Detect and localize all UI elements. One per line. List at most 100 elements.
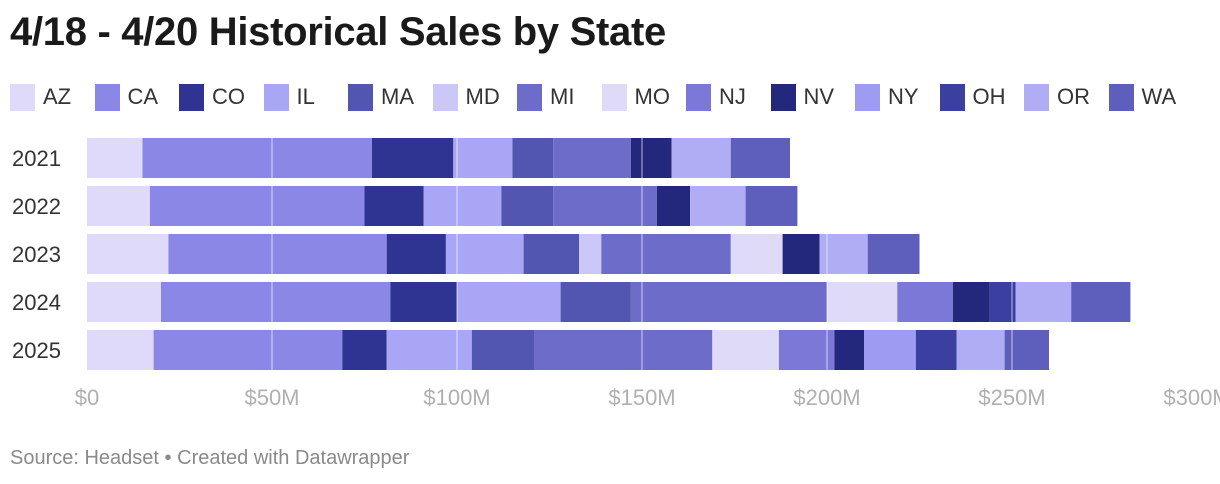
legend-label-nv: NV <box>803 84 835 109</box>
bar-2024-co <box>390 282 457 322</box>
bar-2021-ma <box>512 138 554 178</box>
chart-title: 4/18 - 4/20 Historical Sales by State <box>10 10 666 54</box>
legend-swatch-ca <box>94 83 120 111</box>
bar-2022-mi <box>553 186 657 226</box>
year-label-2024: 2024 <box>12 290 61 315</box>
year-label-2023: 2023 <box>12 242 61 267</box>
legend-item-wa: WA <box>1108 82 1177 112</box>
legend-label-co: CO <box>212 84 245 109</box>
legend-item-ca: CA <box>94 82 159 112</box>
bar-2024-oh <box>989 282 1016 322</box>
x-tick-label-250: $250M <box>978 385 1045 410</box>
legend-label-ma: MA <box>381 84 414 109</box>
legend-item-nj: NJ <box>686 82 746 112</box>
bar-2024-nv <box>952 282 990 322</box>
legend-swatch-oh <box>939 83 965 111</box>
bar-2021-ca <box>142 138 372 178</box>
bar-2024-wa <box>1071 282 1131 322</box>
legend-item-nv: NV <box>770 82 835 112</box>
bar-2023-mo <box>730 234 783 274</box>
bar-2025-mi <box>534 330 713 370</box>
bar-2024-il <box>457 282 561 322</box>
bar-2021-or <box>671 138 731 178</box>
bar-2025-ca <box>153 330 343 370</box>
legend-item-or: OR <box>1024 82 1090 112</box>
legend-item-co: CO <box>179 82 245 112</box>
bar-2025-mo <box>712 330 779 370</box>
bar-2023-ca <box>168 234 387 274</box>
legend-label-mi: MI <box>550 84 575 109</box>
bar-2022-nv <box>656 186 691 226</box>
bar-2021-mi <box>553 138 631 178</box>
bar-2021-co <box>371 138 454 178</box>
bar-2023-nv <box>782 234 820 274</box>
legend-item-mi: MI <box>517 82 574 112</box>
legend-item-ny: NY <box>855 82 919 112</box>
bar-2021-nv <box>630 138 672 178</box>
x-tick-label-50: $50M <box>244 385 299 410</box>
legend-swatch-md <box>432 83 458 111</box>
bar-2023-ma <box>523 234 580 274</box>
x-tick-label-0: $0 <box>75 385 99 410</box>
x-tick-label-150: $150M <box>608 385 675 410</box>
bar-2021-az <box>87 138 143 178</box>
x-tick-label-300: $300M <box>1163 385 1220 410</box>
legend-swatch-mi <box>517 83 542 111</box>
bar-2023-wa <box>867 234 920 274</box>
bar-2023-or <box>819 234 868 274</box>
year-label-2025: 2025 <box>12 338 61 363</box>
legend-swatch-wa <box>1108 83 1134 111</box>
legend-label-il: IL <box>296 84 315 109</box>
bar-2022-il <box>423 186 502 226</box>
legend: AZ CA CO IL MA MD MI MO NJ NV NY OH OR WA <box>10 82 1215 112</box>
bar-2025-az <box>87 330 154 370</box>
bar-2025-ny <box>864 330 916 370</box>
bar-2023-az <box>87 234 169 274</box>
legend-swatch-or <box>1024 83 1049 111</box>
legend-item-mo: MO <box>601 82 670 112</box>
legend-label-oh: OH <box>972 84 1006 109</box>
legend-item-md: MD <box>432 82 500 112</box>
year-label-2022: 2022 <box>12 194 61 219</box>
legend-item-ma: MA <box>348 82 414 112</box>
legend-label-mo: MO <box>634 84 670 109</box>
bar-2024-mi <box>630 282 827 322</box>
bar-2021-wa <box>730 138 790 178</box>
legend-label-ca: CA <box>127 84 159 109</box>
legend-swatch-nj <box>686 83 711 111</box>
footer-separator: • <box>164 447 172 469</box>
legend-swatch-az <box>10 83 35 111</box>
stacked-bar-chart: 2021 2022 2023 2024 2025 $0 $50M $100M $150M $200… <box>12 138 1220 410</box>
legend-item-az: AZ <box>10 82 71 112</box>
bar-2025-or <box>956 330 1005 370</box>
legend-swatch-ny <box>855 83 880 111</box>
legend-label-nj: NJ <box>719 84 746 109</box>
bar-2021-il <box>453 138 513 178</box>
bar-2023-co <box>386 234 446 274</box>
x-tick-label-200: $200M <box>793 385 860 410</box>
bar-2025-co <box>342 330 387 370</box>
footer: Source: Headset • Created with Datawrapp… <box>10 447 409 470</box>
bar-2023-il <box>445 234 524 274</box>
bar-2025-nv <box>834 330 864 370</box>
bar-2025-wa <box>1004 330 1049 370</box>
legend-item-oh: OH <box>939 82 1006 112</box>
bar-2023-md <box>579 234 602 274</box>
legend-swatch-il <box>263 83 289 111</box>
legend-label-wa: WA <box>1141 84 1177 109</box>
bar-2025-il <box>386 330 472 370</box>
bar-2025-nj <box>778 330 835 370</box>
legend-swatch-ma <box>348 83 373 111</box>
legend-swatch-mo <box>601 83 627 111</box>
bar-2022-ca <box>149 186 365 226</box>
legend-item-il: IL <box>263 82 315 112</box>
legend-swatch-co <box>179 83 204 111</box>
bar-2025-oh <box>915 330 957 370</box>
bar-2024-ca <box>161 282 391 322</box>
legend-swatch-nv <box>770 83 796 111</box>
bar-2022-or <box>690 186 746 226</box>
bar-2024-mo <box>827 282 898 322</box>
bar-2024-ma <box>560 282 631 322</box>
legend-label-md: MD <box>465 84 500 109</box>
bar-2025-ma <box>471 330 535 370</box>
